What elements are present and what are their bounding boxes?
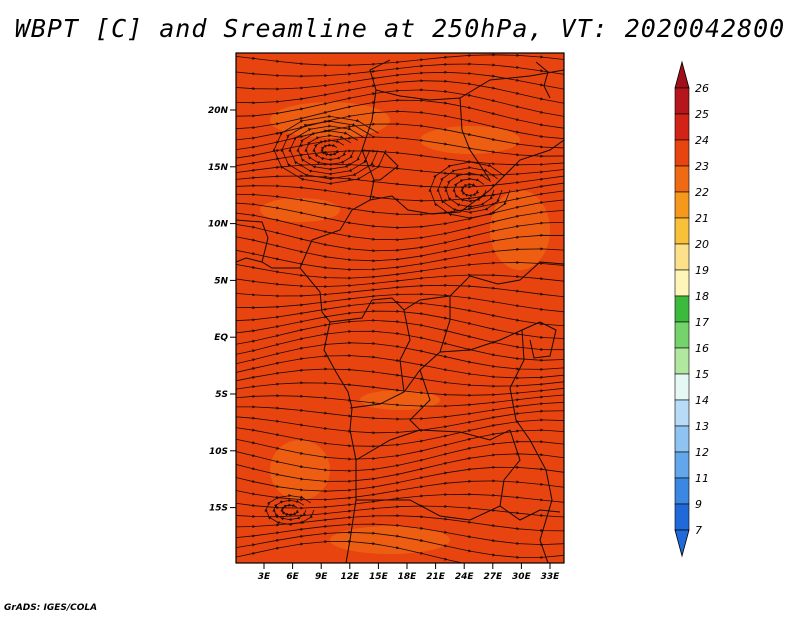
- colorbar-label: 7: [695, 524, 702, 537]
- longitude-axis: 3E 6E 9E 12E 15E 18E 21E 24E 27E 30E 33E: [258, 563, 560, 582]
- colorbar-segment: [674, 217, 690, 245]
- colorbar-label: 25: [695, 108, 709, 121]
- colorbar-segment: [674, 243, 690, 271]
- colorbar-label: 21: [695, 212, 709, 225]
- latitude-axis: 20N 15N 10N 5N EQ 5S 10S 15S: [208, 106, 236, 514]
- colorbar: 26 25 24 23 22 21 20 19 18 17 16 15 14 13 12 11 9 7: [674, 60, 709, 558]
- colorbar-label: 22: [695, 186, 709, 199]
- lat-tick-label: 15N: [208, 163, 229, 173]
- lon-tick-label: 6E: [286, 572, 299, 582]
- streamline: [428, 160, 511, 220]
- colorbar-label: 15: [695, 368, 709, 381]
- colorbar-segment: [674, 113, 690, 141]
- colorbar-segment: [674, 477, 690, 505]
- colorbar-label: 16: [695, 342, 709, 355]
- lon-tick-label: 27E: [483, 572, 503, 582]
- lat-tick-label: 10S: [209, 447, 228, 457]
- lon-tick-label: 24E: [455, 572, 475, 582]
- colorbar-segment: [674, 321, 690, 349]
- streamline: [236, 381, 564, 397]
- colorbar-segment: [674, 503, 690, 531]
- lon-tick-label: 3E: [258, 572, 271, 582]
- chart-title: WBPT [C] and Sreamline at 250hPa, VT: 20…: [14, 14, 786, 43]
- colorbar-label: 26: [695, 82, 709, 95]
- streamline: [272, 114, 387, 186]
- lon-tick-label: 33E: [541, 572, 561, 582]
- colorbar-bottom-arrow: [674, 529, 690, 558]
- lat-tick-label: 5N: [214, 276, 228, 286]
- colorbar-segment: [674, 139, 690, 167]
- colorbar-label: 18: [695, 290, 709, 303]
- lat-tick-label: EQ: [214, 333, 228, 343]
- lon-tick-label: 15E: [369, 572, 389, 582]
- lon-tick-label: 30E: [512, 572, 532, 582]
- country-borders: [236, 59, 564, 563]
- colorbar-segment: [674, 347, 690, 375]
- colorbar-label: 24: [695, 134, 709, 147]
- lon-tick-label: 12E: [340, 572, 360, 582]
- colorbar-segment: [674, 373, 690, 401]
- streamlines: [236, 53, 564, 563]
- streamline: [236, 53, 564, 67]
- lon-tick-label: 21E: [426, 572, 446, 582]
- lat-tick-label: 15S: [209, 504, 228, 514]
- colorbar-top-arrow: [674, 60, 690, 89]
- colorbar-segment: [674, 87, 690, 115]
- colorbar-segment: [674, 269, 690, 297]
- colorbar-label: 12: [695, 446, 709, 459]
- colorbar-label: 9: [695, 498, 702, 511]
- colorbar-segment: [674, 451, 690, 479]
- colorbar-segment: [674, 165, 690, 193]
- streamline: [236, 539, 544, 563]
- grads-credit: GrADS: IGES/COLA: [4, 603, 98, 613]
- colorbar-label: 23: [695, 160, 709, 173]
- colorbar-segment: [674, 295, 690, 323]
- colorbar-label: 17: [695, 316, 709, 329]
- lat-tick-label: 10N: [208, 220, 229, 230]
- lat-tick-label: 20N: [208, 106, 229, 116]
- lon-tick-label: 18E: [398, 572, 418, 582]
- colorbar-label: 11: [695, 472, 709, 485]
- colorbar-segment: [674, 191, 690, 219]
- colorbar-label: 13: [695, 420, 709, 433]
- map-frame: [235, 52, 565, 564]
- colorbar-segment: [674, 399, 690, 427]
- map-panel: [235, 52, 565, 564]
- lon-tick-label: 9E: [315, 572, 328, 582]
- colorbar-label: 20: [695, 238, 709, 251]
- colorbar-label: 14: [695, 394, 709, 407]
- colorbar-label: 19: [695, 264, 709, 277]
- colorbar-segment: [674, 425, 690, 453]
- streamline: [264, 494, 315, 526]
- lat-tick-label: 5S: [215, 390, 228, 400]
